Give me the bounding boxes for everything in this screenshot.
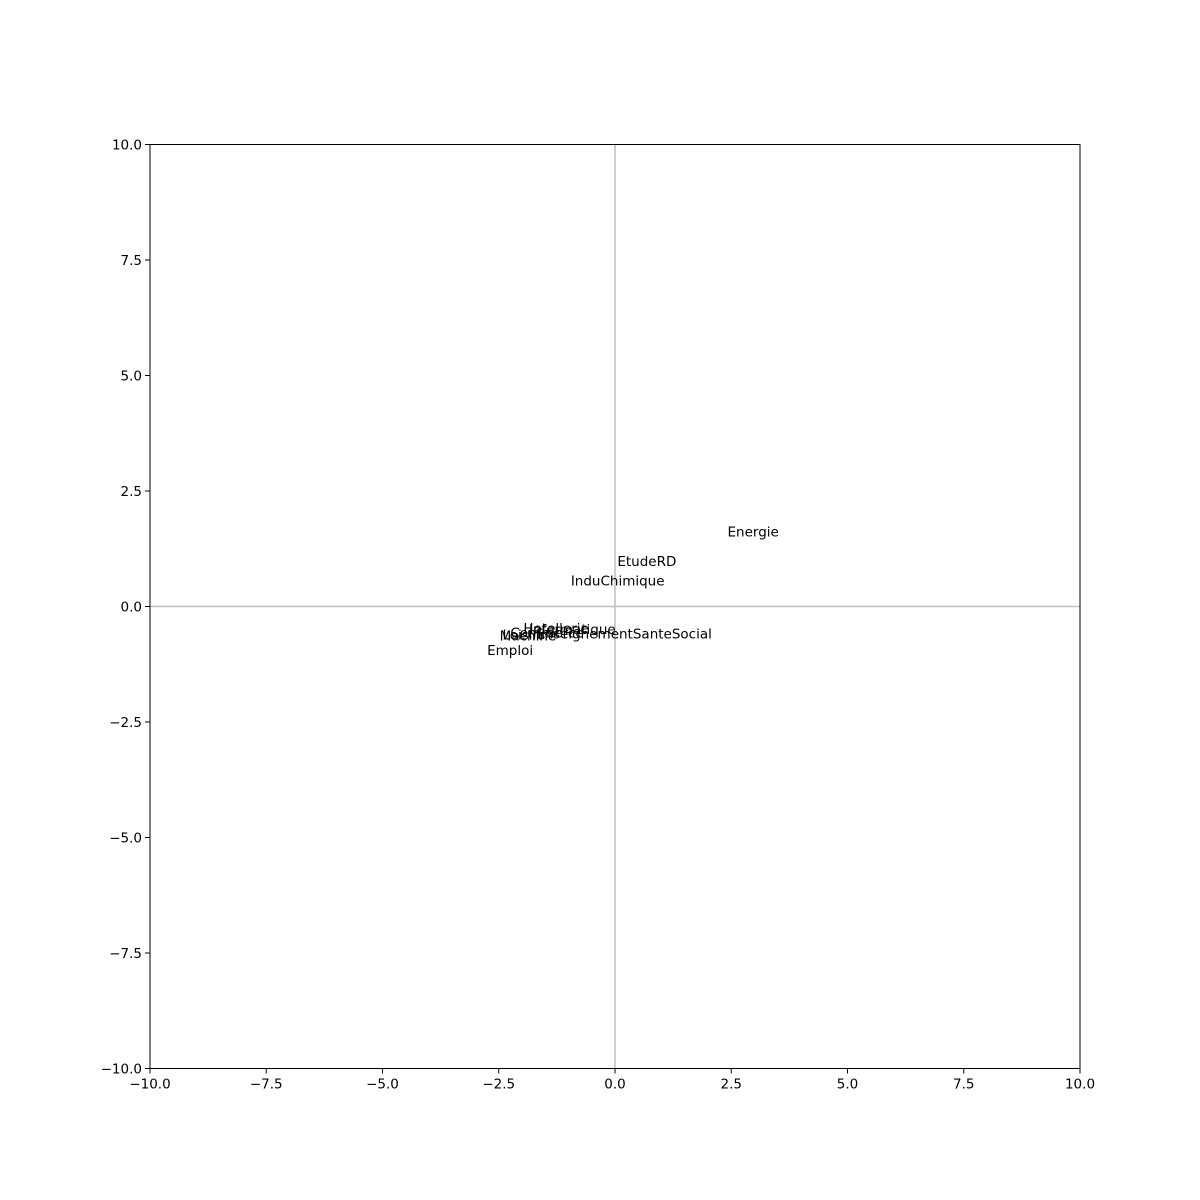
x-axis-ticks: −10.0 −7.5 −5.0 −2.5 0.0 2.5 5.0 7.5 10.0 <box>129 1068 1095 1093</box>
x-tick-label: −10.0 <box>129 1077 170 1093</box>
x-tick-label: 2.5 <box>721 1077 742 1093</box>
y-axis-ticks: −10.0 −7.5 −5.0 −2.5 0.0 2.5 5.0 7.5 10.0 <box>101 138 150 1078</box>
y-tick-label: 10.0 <box>112 138 142 154</box>
point-label: EnseignementSanteSocial <box>536 626 712 642</box>
y-tick-label: −7.5 <box>109 946 142 962</box>
point-label: Loisirs <box>502 627 545 643</box>
point-labels: Energie EtudeRD InduChimique HotellerieInfo… <box>487 525 779 659</box>
x-tick-label: 5.0 <box>837 1077 858 1093</box>
point-label: Emploi <box>487 643 533 659</box>
point-label: Informatique <box>529 622 616 638</box>
point-label: EtudeRD <box>617 554 676 570</box>
x-tick-label: −5.0 <box>366 1077 399 1093</box>
x-tick-label: −2.5 <box>482 1077 515 1093</box>
y-tick-label: −10.0 <box>101 1062 142 1078</box>
y-tick-label: 2.5 <box>121 484 142 500</box>
point-label: Energie <box>728 525 779 541</box>
y-tick-label: −5.0 <box>109 831 142 847</box>
y-tick-label: 5.0 <box>121 369 142 385</box>
point-label: Machine <box>500 629 557 645</box>
y-tick-label: −2.5 <box>109 715 142 731</box>
point-label: Commerce <box>510 625 583 641</box>
y-tick-label: 0.0 <box>121 600 142 616</box>
reference-lines <box>150 144 1080 1069</box>
x-tick-label: −7.5 <box>250 1077 283 1093</box>
point-label: InduChimique <box>571 574 665 590</box>
x-tick-label: 10.0 <box>1065 1077 1095 1093</box>
y-tick-label: 7.5 <box>121 253 142 269</box>
point-label: Hotellerie <box>523 621 588 637</box>
x-tick-label: 0.0 <box>604 1077 625 1093</box>
x-tick-label: 7.5 <box>953 1077 974 1093</box>
